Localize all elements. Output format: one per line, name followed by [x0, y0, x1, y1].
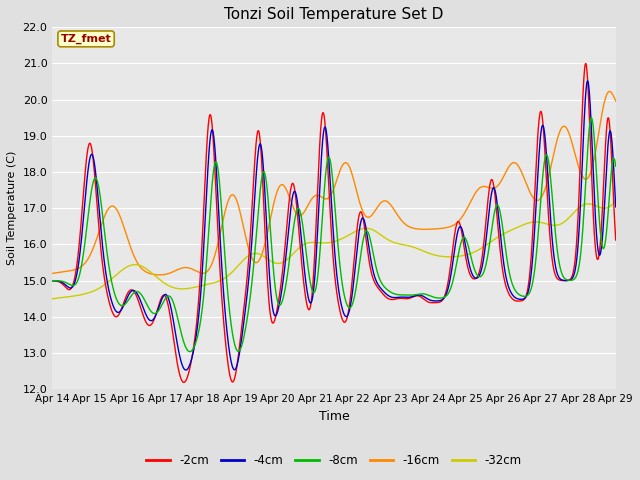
Legend: -2cm, -4cm, -8cm, -16cm, -32cm: -2cm, -4cm, -8cm, -16cm, -32cm: [141, 449, 527, 472]
Y-axis label: Soil Temperature (C): Soil Temperature (C): [7, 151, 17, 265]
Title: Tonzi Soil Temperature Set D: Tonzi Soil Temperature Set D: [224, 7, 444, 22]
Text: TZ_fmet: TZ_fmet: [61, 34, 111, 44]
X-axis label: Time: Time: [319, 410, 349, 423]
